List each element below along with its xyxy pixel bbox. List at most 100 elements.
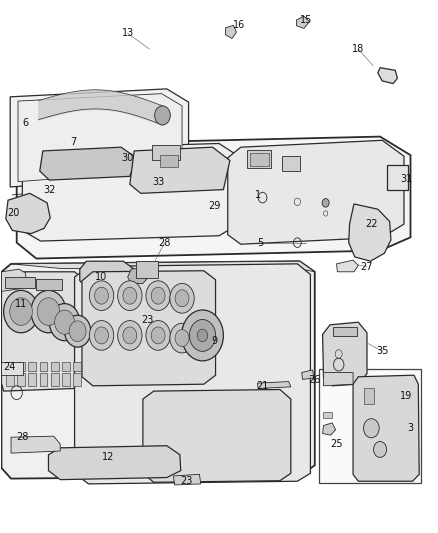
Circle shape: [123, 287, 137, 304]
Text: 13: 13: [121, 28, 134, 38]
Bar: [17, 362, 25, 372]
Bar: [51, 362, 59, 372]
Circle shape: [4, 290, 39, 333]
Polygon shape: [11, 261, 315, 272]
Text: 12: 12: [102, 453, 114, 463]
Text: 30: 30: [121, 153, 134, 163]
Circle shape: [123, 327, 137, 344]
Polygon shape: [378, 68, 397, 84]
Circle shape: [151, 287, 165, 304]
Text: 24: 24: [3, 362, 15, 372]
Polygon shape: [324, 373, 353, 386]
Polygon shape: [6, 193, 50, 233]
Circle shape: [95, 287, 109, 304]
Bar: [1, 362, 23, 375]
Text: 19: 19: [400, 391, 412, 401]
Circle shape: [89, 320, 114, 350]
Bar: [6, 362, 14, 372]
Polygon shape: [18, 94, 182, 182]
Text: 31: 31: [400, 174, 412, 184]
Text: 29: 29: [208, 200, 221, 211]
Polygon shape: [82, 271, 215, 386]
Circle shape: [170, 323, 194, 353]
Bar: [5, 277, 35, 288]
Polygon shape: [74, 264, 311, 484]
Bar: [136, 261, 158, 278]
Circle shape: [322, 199, 329, 207]
Bar: [364, 389, 374, 405]
Polygon shape: [173, 474, 201, 485]
Polygon shape: [226, 25, 237, 38]
Text: 7: 7: [70, 137, 76, 147]
Polygon shape: [1, 261, 315, 479]
Text: 26: 26: [309, 375, 321, 385]
Bar: [319, 369, 421, 483]
Bar: [39, 373, 47, 386]
Bar: [73, 362, 81, 372]
Text: 35: 35: [376, 346, 389, 357]
Polygon shape: [258, 382, 291, 389]
Circle shape: [155, 106, 170, 125]
Text: 18: 18: [352, 44, 364, 54]
Circle shape: [175, 290, 189, 307]
Circle shape: [146, 320, 170, 350]
Circle shape: [37, 298, 60, 325]
Text: 21: 21: [256, 381, 269, 391]
Polygon shape: [11, 436, 60, 453]
Circle shape: [146, 281, 170, 311]
Circle shape: [118, 320, 142, 350]
Circle shape: [89, 281, 114, 311]
Bar: [51, 373, 59, 386]
Polygon shape: [302, 370, 314, 379]
Polygon shape: [80, 261, 136, 290]
Text: 22: 22: [365, 219, 378, 229]
Text: 3: 3: [407, 423, 413, 433]
Polygon shape: [40, 147, 136, 180]
Bar: [17, 373, 25, 386]
Text: 6: 6: [22, 118, 28, 128]
Circle shape: [118, 281, 142, 311]
Circle shape: [190, 319, 215, 351]
Polygon shape: [349, 204, 391, 261]
Text: 28: 28: [16, 432, 28, 442]
Circle shape: [364, 419, 379, 438]
Polygon shape: [1, 272, 88, 391]
Text: 9: 9: [212, 336, 218, 346]
Text: 11: 11: [15, 298, 27, 309]
Polygon shape: [10, 89, 189, 187]
Polygon shape: [323, 423, 336, 435]
Circle shape: [10, 298, 32, 325]
Text: 20: 20: [7, 208, 20, 219]
Circle shape: [69, 321, 86, 342]
Text: 25: 25: [330, 439, 343, 449]
Circle shape: [170, 284, 194, 313]
Bar: [282, 156, 300, 171]
Polygon shape: [353, 375, 419, 481]
Circle shape: [95, 327, 109, 344]
Bar: [36, 279, 61, 290]
Bar: [28, 373, 36, 386]
Circle shape: [175, 329, 189, 346]
Text: 27: 27: [361, 262, 373, 271]
Bar: [62, 373, 70, 386]
Bar: [323, 413, 332, 418]
Text: 16: 16: [233, 20, 245, 30]
Polygon shape: [130, 147, 230, 193]
Bar: [6, 373, 14, 386]
Bar: [160, 155, 178, 167]
Polygon shape: [297, 16, 310, 28]
Text: 28: 28: [159, 238, 171, 248]
Text: 33: 33: [152, 176, 164, 187]
Text: 15: 15: [300, 15, 312, 25]
Text: 23: 23: [141, 314, 153, 325]
Polygon shape: [127, 268, 148, 284]
Bar: [152, 144, 180, 160]
Polygon shape: [336, 260, 358, 272]
Polygon shape: [22, 143, 239, 241]
Bar: [28, 362, 36, 372]
Circle shape: [64, 316, 91, 347]
Text: 10: 10: [95, 272, 108, 282]
Circle shape: [49, 304, 80, 341]
Text: 23: 23: [180, 477, 193, 486]
Text: 1: 1: [255, 190, 261, 200]
